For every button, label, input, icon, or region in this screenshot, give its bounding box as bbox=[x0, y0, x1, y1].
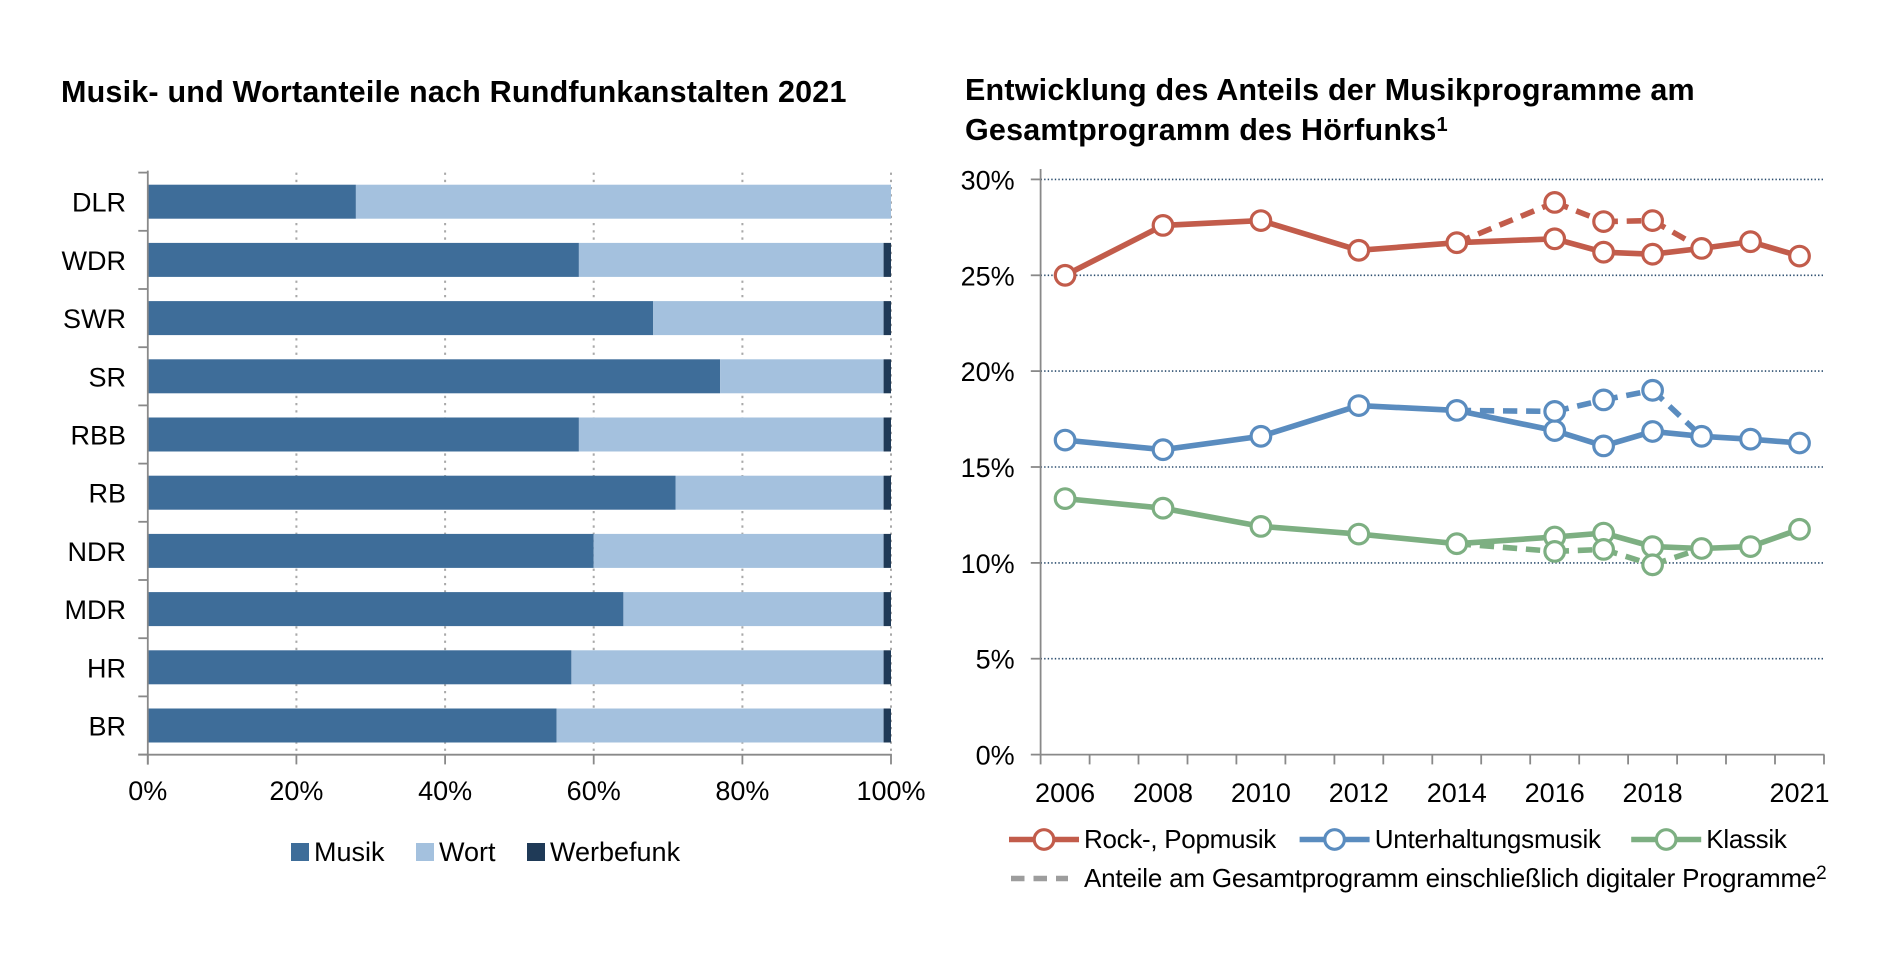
svg-text:NDR: NDR bbox=[68, 537, 127, 567]
svg-text:2006: 2006 bbox=[1035, 778, 1095, 808]
svg-text:Werbefunk: Werbefunk bbox=[550, 837, 681, 867]
svg-text:25%: 25% bbox=[961, 261, 1015, 291]
svg-text:30%: 30% bbox=[961, 165, 1015, 195]
svg-text:2018: 2018 bbox=[1623, 778, 1683, 808]
svg-text:SR: SR bbox=[88, 362, 126, 392]
svg-text:Entwicklung des Anteils der Mu: Entwicklung des Anteils der Musikprogram… bbox=[965, 73, 1695, 107]
svg-text:15%: 15% bbox=[961, 453, 1015, 483]
svg-text:HR: HR bbox=[87, 653, 126, 683]
svg-text:60%: 60% bbox=[567, 776, 621, 806]
svg-text:100%: 100% bbox=[856, 776, 925, 806]
svg-text:0%: 0% bbox=[128, 776, 167, 806]
svg-text:DLR: DLR bbox=[72, 188, 126, 218]
svg-text:WDR: WDR bbox=[62, 246, 126, 276]
svg-text:Anteile am Gesamtprogramm eins: Anteile am Gesamtprogramm einschließlich… bbox=[1084, 863, 1827, 893]
svg-text:20%: 20% bbox=[961, 357, 1015, 387]
svg-text:2010: 2010 bbox=[1231, 778, 1291, 808]
svg-text:Musik: Musik bbox=[314, 837, 385, 867]
svg-text:Wort: Wort bbox=[439, 837, 496, 867]
svg-text:10%: 10% bbox=[961, 549, 1015, 579]
svg-text:Unterhaltungsmusik: Unterhaltungsmusik bbox=[1375, 824, 1602, 854]
svg-text:Rock-, Popmusik: Rock-, Popmusik bbox=[1084, 824, 1277, 854]
svg-text:MDR: MDR bbox=[65, 595, 127, 625]
svg-text:5%: 5% bbox=[976, 645, 1015, 675]
svg-text:Musik- und Wortanteile nach Ru: Musik- und Wortanteile nach Rundfunkanst… bbox=[61, 75, 847, 109]
svg-text:80%: 80% bbox=[715, 776, 769, 806]
svg-text:Klassik: Klassik bbox=[1706, 824, 1788, 854]
svg-text:RB: RB bbox=[88, 479, 126, 509]
svg-text:2021: 2021 bbox=[1769, 778, 1829, 808]
svg-text:2016: 2016 bbox=[1525, 778, 1585, 808]
svg-text:Gesamtprogramm des Hörfunks1: Gesamtprogramm des Hörfunks1 bbox=[965, 113, 1448, 147]
svg-text:SWR: SWR bbox=[63, 304, 126, 334]
svg-text:BR: BR bbox=[88, 712, 126, 742]
svg-text:2014: 2014 bbox=[1427, 778, 1487, 808]
svg-text:40%: 40% bbox=[418, 776, 472, 806]
svg-text:20%: 20% bbox=[269, 776, 323, 806]
svg-text:2012: 2012 bbox=[1329, 778, 1389, 808]
svg-text:RBB: RBB bbox=[70, 421, 126, 451]
svg-text:0%: 0% bbox=[976, 741, 1015, 771]
svg-text:2008: 2008 bbox=[1133, 778, 1193, 808]
